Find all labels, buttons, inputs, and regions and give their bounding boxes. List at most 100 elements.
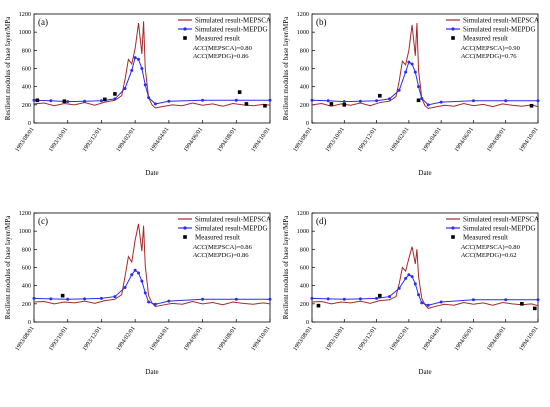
x-tick-label: 1994/10/01 (518, 126, 540, 153)
mepdg-point (375, 296, 379, 300)
y-tick-label: 1200 (19, 210, 31, 217)
x-tick-label: 1993/08/01 (14, 325, 36, 352)
mepdg-point (326, 297, 330, 301)
legend-label-mepsca: Simulated result-MEPSCA (463, 16, 539, 24)
acc-mepdg: ACC(MEPDG)=0.62 (460, 252, 517, 259)
mepdg-point (310, 98, 314, 102)
legend-label-mepdg: Simulated result-MEPDG (195, 25, 268, 33)
y-tick-label: 1000 (297, 29, 309, 36)
y-tick-label: 600 (22, 66, 31, 73)
series-line-mepsca (33, 223, 271, 308)
series-line-mepsca (311, 246, 539, 309)
acc-mepsca: ACC(MEPSCA)=0.80 (192, 45, 253, 52)
mepdg-point (153, 302, 157, 306)
x-tick-label: 1994/08/01 (485, 325, 507, 352)
mepdg-point (140, 279, 144, 283)
mepdg-point (99, 296, 103, 300)
mepdg-point (201, 297, 205, 301)
legend-label-mepsca: Simulated result-MEPSCA (195, 16, 271, 24)
measured-point (520, 302, 524, 306)
panel-tag: (b) (316, 17, 327, 27)
x-tick-label: 1994/02/01 (115, 325, 137, 352)
measured-point (329, 102, 334, 106)
panel-b: 0 200 400 600 800 1000 1200 1993/08/01 1993/10/0… (282, 11, 540, 177)
y-tick-label: 200 (22, 301, 31, 308)
y-tick-label: 400 (300, 283, 309, 290)
mepdg-point (397, 88, 401, 92)
y-tick-label: 800 (300, 246, 309, 253)
x-tick-label: 1993/12/01 (81, 325, 103, 352)
mepdg-point (387, 97, 391, 101)
measured-point (103, 97, 107, 102)
legend-marker-mepdg (451, 226, 455, 230)
measured-point (532, 306, 537, 311)
panel-tag: (d) (316, 216, 327, 226)
x-tick-label: 1993/10/01 (324, 325, 346, 352)
mepdg-point (387, 295, 391, 299)
legend-label-measured: Measured result (463, 34, 508, 42)
series-line-mepsca (311, 23, 539, 110)
x-tick-label: 1994/04/01 (421, 325, 443, 352)
measured-point (62, 99, 67, 103)
x-tick-label: 1994/08/01 (216, 325, 238, 352)
mepdg-point (66, 100, 70, 104)
x-tick-label: 1994/06/01 (453, 325, 475, 352)
mepdg-point (137, 57, 141, 61)
mepdg-point (439, 300, 443, 304)
measured-point (263, 103, 267, 108)
acc-mepdg: ACC(MEPDG)=0.86 (192, 53, 249, 60)
mepdg-point (310, 296, 314, 300)
series-line-mepdg (33, 269, 270, 305)
mepdg-point (49, 99, 53, 103)
mepdg-point (397, 286, 401, 290)
x-tick-label: 1994/04/01 (421, 126, 443, 153)
legend-label-mepdg: Simulated result-MEPDG (463, 224, 536, 232)
y-tick-label: 1200 (19, 11, 31, 18)
mepdg-point (342, 297, 346, 301)
mepdg-point (407, 60, 411, 64)
y-axis-title: Resilient modulus of base layer/MPa (4, 215, 12, 319)
measured-point (35, 98, 40, 103)
mepdg-point (413, 70, 417, 74)
x-tick-label: 1994/06/01 (182, 126, 204, 153)
x-tick-label: 1994/10/01 (250, 325, 272, 352)
mepdg-point (358, 297, 362, 301)
panel-d: 0 200 400 600 800 1000 1200 1993/08/01 1993/10/0… (282, 210, 540, 376)
mepdg-point (147, 300, 151, 304)
mepdg-point (234, 297, 238, 301)
x-tick-label: 1993/08/01 (292, 325, 314, 352)
x-tick-label: 1994/08/01 (216, 126, 238, 153)
y-tick-label: 400 (22, 283, 31, 290)
y-tick-label: 0 (28, 120, 31, 127)
panel-c: 0 200 400 600 800 1000 1200 1993/08/01 1993/10/0… (4, 210, 272, 376)
x-tick-label: 1994/04/01 (149, 126, 171, 153)
mepdg-point (49, 297, 53, 301)
y-tick-label: 800 (22, 47, 31, 54)
panel-tag: (c) (38, 216, 48, 226)
mepdg-point (326, 99, 330, 103)
panel-a: 0 200 400 600 800 1000 1200 1993/08/01 1993/10/0… (4, 11, 272, 177)
y-tick-label: 800 (22, 246, 31, 253)
measured-point (529, 103, 534, 108)
mepdg-point (153, 102, 157, 106)
x-axis-title: Date (418, 368, 431, 376)
mepdg-point (536, 298, 540, 302)
legend-marker-measured (183, 235, 187, 239)
mepdg-point (130, 273, 134, 277)
panel-tag: (a) (38, 17, 48, 27)
mepdg-point (147, 96, 151, 100)
mepdg-point (420, 301, 424, 305)
mepdg-point (83, 99, 87, 103)
y-tick-label: 800 (300, 47, 309, 54)
mepdg-point (426, 103, 430, 107)
y-tick-label: 1200 (297, 11, 309, 18)
measured-point (237, 90, 242, 94)
x-tick-label: 1994/02/01 (115, 126, 137, 153)
mepdg-point (66, 297, 70, 301)
mepdg-point (417, 85, 421, 89)
y-tick-label: 1000 (19, 228, 31, 235)
y-tick-label: 200 (300, 301, 309, 308)
legend-label-mepdg: Simulated result-MEPDG (195, 224, 268, 232)
mepdg-point (201, 98, 205, 102)
x-tick-label: 1994/04/01 (149, 325, 171, 352)
